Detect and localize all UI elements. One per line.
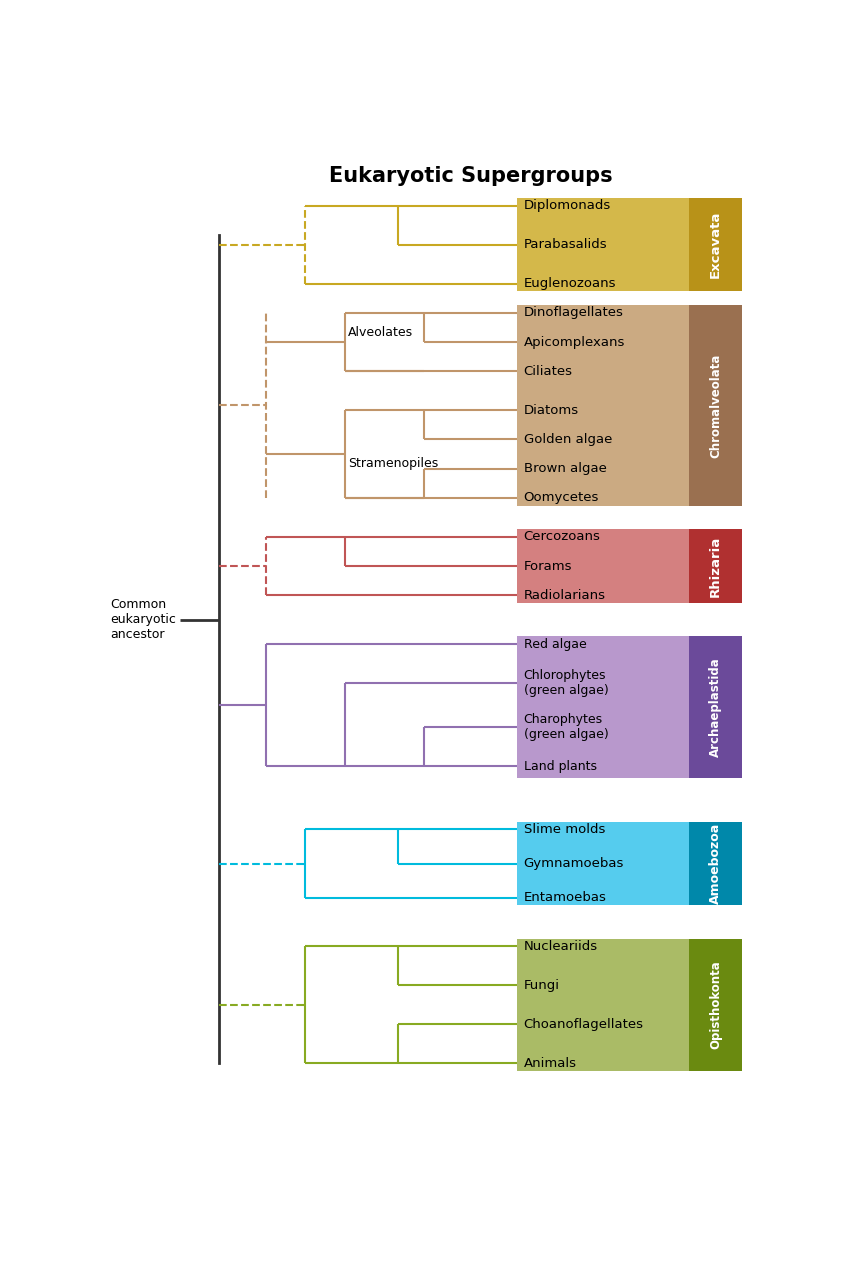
Text: Slime molds: Slime molds: [523, 823, 605, 836]
Text: Chlorophytes
(green algae): Chlorophytes (green algae): [523, 670, 607, 698]
Text: Radiolarians: Radiolarians: [523, 589, 605, 601]
Text: Common
eukaryotic
ancestor: Common eukaryotic ancestor: [110, 599, 176, 642]
Text: Excavata: Excavata: [708, 211, 722, 279]
FancyBboxPatch shape: [688, 938, 741, 1071]
Text: Amoebozoa: Amoebozoa: [708, 823, 722, 904]
FancyBboxPatch shape: [688, 637, 741, 777]
Text: Stramenopiles: Stramenopiles: [348, 457, 438, 470]
Text: Red algae: Red algae: [523, 638, 586, 651]
Text: Choanoflagellates: Choanoflagellates: [523, 1018, 643, 1031]
Text: Nucleariids: Nucleariids: [523, 939, 597, 953]
Text: Golden algae: Golden algae: [523, 433, 612, 446]
Text: Diatoms: Diatoms: [523, 404, 578, 417]
FancyBboxPatch shape: [516, 305, 688, 506]
FancyBboxPatch shape: [688, 305, 741, 506]
Text: Fungi: Fungi: [523, 979, 559, 991]
FancyBboxPatch shape: [688, 529, 741, 604]
Text: Gymnamoebas: Gymnamoebas: [523, 857, 624, 870]
FancyBboxPatch shape: [688, 197, 741, 291]
Text: Parabasalids: Parabasalids: [523, 238, 606, 251]
Text: Oomycetes: Oomycetes: [523, 491, 599, 504]
Text: Opisthokonta: Opisthokonta: [708, 961, 722, 1050]
Text: Cercozoans: Cercozoans: [523, 530, 600, 543]
Text: Eukaryotic Supergroups: Eukaryotic Supergroups: [328, 166, 612, 186]
Text: Alveolates: Alveolates: [348, 327, 413, 339]
FancyBboxPatch shape: [688, 822, 741, 905]
Text: Dinoflagellates: Dinoflagellates: [523, 306, 623, 319]
Text: Brown algae: Brown algae: [523, 462, 606, 475]
FancyBboxPatch shape: [516, 637, 688, 777]
FancyBboxPatch shape: [516, 822, 688, 905]
Text: Land plants: Land plants: [523, 760, 596, 772]
FancyBboxPatch shape: [516, 197, 688, 291]
Text: Forams: Forams: [523, 560, 572, 572]
Text: Chromalveolata: Chromalveolata: [708, 353, 722, 457]
Text: Apicomplexans: Apicomplexans: [523, 335, 624, 348]
FancyBboxPatch shape: [516, 529, 688, 604]
Text: Euglenozoans: Euglenozoans: [523, 277, 616, 290]
Text: Diplomonads: Diplomonads: [523, 199, 610, 211]
Text: Animals: Animals: [523, 1057, 576, 1070]
Text: Rhizaria: Rhizaria: [708, 536, 722, 596]
Text: Ciliates: Ciliates: [523, 365, 572, 377]
FancyBboxPatch shape: [516, 938, 688, 1071]
Text: Archaeplastida: Archaeplastida: [708, 657, 722, 757]
Text: Entamoebas: Entamoebas: [523, 891, 606, 904]
Text: Charophytes
(green algae): Charophytes (green algae): [523, 713, 607, 741]
